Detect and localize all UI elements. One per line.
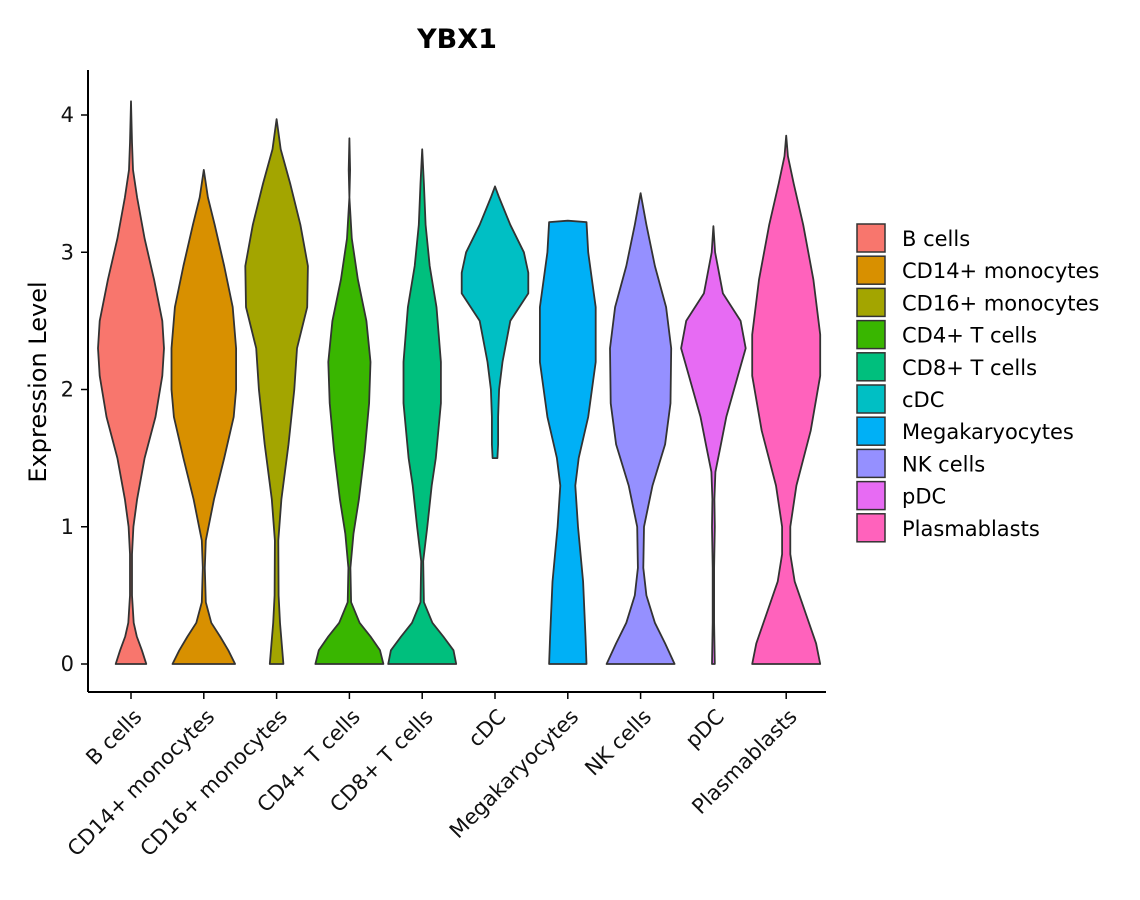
y-tick-label: 0 <box>61 652 74 676</box>
x-tick-label: cDC <box>464 705 511 752</box>
violin-b-cells <box>97 100 165 665</box>
violin-cd16-monocytes <box>244 118 309 665</box>
legend-label: CD16+ monocytes <box>902 291 1099 315</box>
legend-label: CD14+ monocytes <box>902 259 1099 283</box>
legend-label: Megakaryocytes <box>902 420 1074 444</box>
y-tick-label: 4 <box>61 103 74 127</box>
violin-cdc <box>460 185 530 459</box>
y-axis: 0 1 2 3 4 <box>61 103 88 676</box>
violin-cd14-monocytes <box>170 169 237 665</box>
x-tick-label: NK cells <box>580 705 656 781</box>
legend-swatch <box>856 255 886 285</box>
violin-cd4-t-cells <box>314 137 385 665</box>
violin-plasmablasts <box>751 134 822 665</box>
y-tick-label: 1 <box>61 515 74 539</box>
legend-swatch <box>856 287 886 318</box>
x-tick-label: Megakaryocytes <box>445 705 584 844</box>
violin-megakaryocytes <box>539 219 597 665</box>
x-tick-label: B cells <box>81 705 146 770</box>
legend: B cells CD14+ monocytes CD16+ monocytes CD4… <box>856 223 1099 543</box>
legend-swatch <box>856 513 886 543</box>
violin-cd8-t-cells <box>387 148 458 665</box>
legend-label: NK cells <box>902 452 985 476</box>
y-tick-label: 3 <box>61 240 74 264</box>
y-axis-title: Expression Level <box>24 281 52 482</box>
legend-swatch <box>856 480 886 511</box>
legend-swatch <box>856 416 886 446</box>
violin-pdc <box>680 225 747 665</box>
chart-title: YBX1 <box>416 24 497 55</box>
y-tick-label: 2 <box>61 378 74 402</box>
legend-label: cDC <box>902 388 944 412</box>
plot-area <box>97 100 822 665</box>
legend-label: CD8+ T cells <box>902 356 1037 380</box>
violin-nk-cells <box>605 192 676 665</box>
legend-swatch <box>856 352 886 382</box>
legend-swatch <box>856 384 886 414</box>
legend-label: pDC <box>902 485 946 509</box>
x-tick-label: pDC <box>681 705 729 753</box>
legend-label: CD4+ T cells <box>902 324 1037 348</box>
legend-swatch <box>856 448 886 479</box>
legend-label: B cells <box>902 227 970 251</box>
legend-swatch <box>856 319 886 350</box>
legend-swatch <box>856 223 886 253</box>
legend-label: Plasmablasts <box>902 517 1040 541</box>
